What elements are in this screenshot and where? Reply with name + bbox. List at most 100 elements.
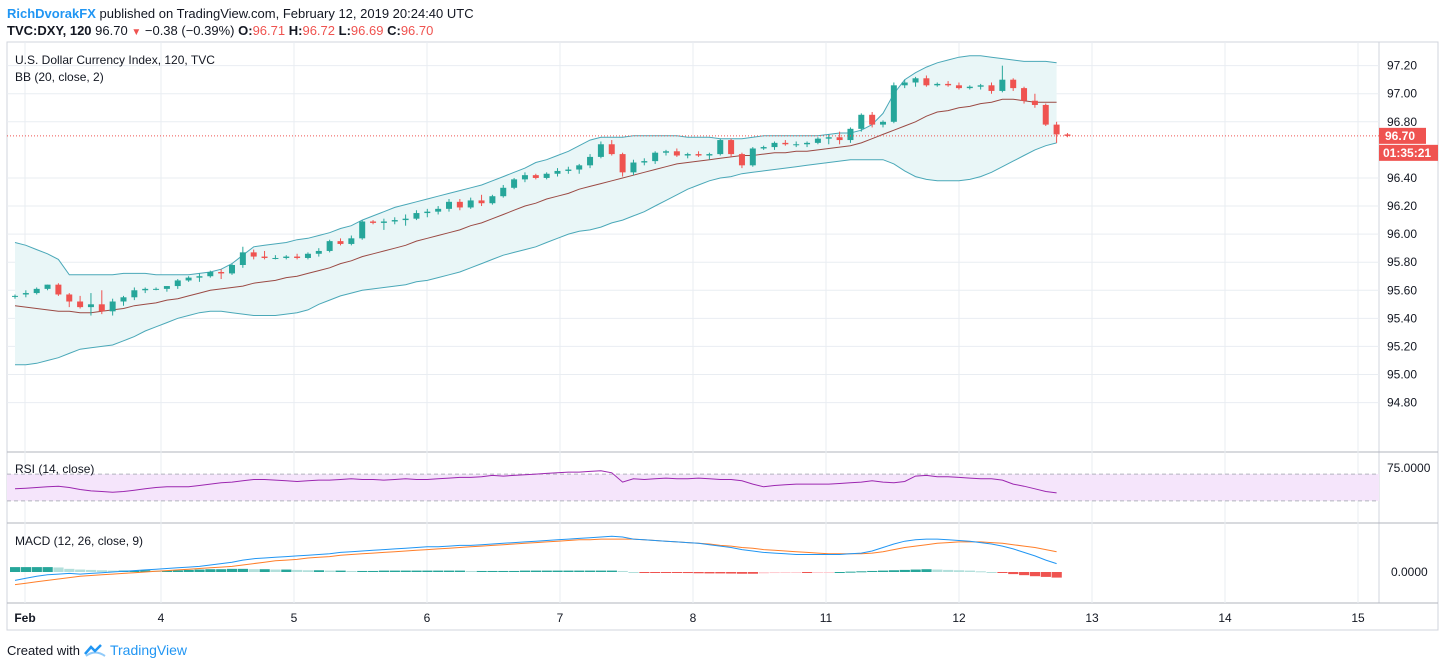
candle-body [435,208,442,212]
macd-histogram-bar [639,572,650,573]
candle-body [738,154,745,166]
candle-body [1064,134,1071,136]
candle-body [999,79,1006,91]
candle-body [500,187,507,197]
created-with-text: Created with [7,642,80,658]
x-tick-label: 11 [820,611,833,625]
candle-body [923,78,930,86]
x-tick-label: 12 [952,611,966,625]
y-tick-label: 95.00 [1387,368,1417,382]
y-tick-label: 95.60 [1387,283,1417,297]
candle-body [77,301,84,308]
macd-histogram-bar [715,572,726,574]
candle-body [1021,88,1028,101]
x-tick-label: 13 [1085,611,1099,625]
candle-body [945,83,952,86]
macd-histogram-bar [997,572,1008,573]
macd-histogram-bar [227,568,238,572]
candle-body [131,290,138,298]
candle-body [565,169,572,171]
macd-histogram-bar [747,572,758,574]
macd-histogram-bar [140,570,151,572]
macd-histogram-bar [216,569,227,572]
y-tick-label: 95.20 [1387,339,1417,353]
y-tick-label: 96.40 [1387,171,1417,185]
candle-body [66,294,73,302]
macd-histogram-bar [1051,572,1062,578]
y-tick-label: 94.80 [1387,396,1417,410]
candle-body [456,201,463,208]
author-link[interactable]: RichDvorakFX [7,6,96,21]
macd-histogram-bar [161,570,173,572]
candle-body [847,128,854,141]
macd-histogram-bar [932,569,943,572]
open-label: O: [238,23,253,38]
x-tick-label: 6 [424,611,431,625]
chart-area[interactable]: Feb 4 5 6 7 8 11 12 13 14 15 97.20 97.00 96.80 96.40 96… [0,0,1444,632]
bb-fill [15,55,1057,365]
candle-body [348,238,355,244]
countdown-tag [1379,144,1438,161]
macd-histogram-bar [834,572,845,573]
candle-body [12,295,18,297]
candle-body [955,85,962,89]
candle-body [424,211,431,214]
candle-body [1031,100,1038,105]
candle-body [250,252,257,257]
chart-frame [6,41,1439,631]
candle-body [977,85,984,87]
candle-body [706,154,713,156]
macd-histogram-bar [346,570,357,572]
candle-body [229,265,235,274]
y-tick-label: 97.20 [1387,59,1417,73]
macd-histogram-bar [313,570,324,572]
footer: Created with TradingView [7,642,187,658]
candle-body [1053,124,1060,135]
macd-histogram-bar [736,572,748,574]
macd-histogram-bar [780,572,791,573]
macd-histogram-bar [693,572,704,574]
bb-upper-line [14,55,1057,276]
publish-info: RichDvorakFX published on TradingView.co… [7,6,474,21]
macd-legend: MACD (12, 26, close, 9) [15,534,144,548]
bb-lower-line [15,142,1057,366]
rsi-legend: RSI (14, close) [15,462,95,476]
macd-histogram-bar [172,570,183,572]
macd-histogram-bar [1019,572,1030,576]
macd-histogram-bar [96,570,107,572]
candle-body [652,152,659,162]
macd-histogram-bar [791,572,802,573]
macd-histogram-bar [856,571,867,573]
candle-body [446,201,452,209]
macd-histogram-bar [422,570,433,572]
macd-histogram-bar [411,570,422,572]
macd-histogram-bar [444,570,455,572]
tradingview-brand[interactable]: TradingView [109,642,188,658]
macd-histogram-bar [650,572,661,573]
countdown-label: 01:35:21 [1383,146,1431,160]
candle-body [413,213,420,219]
candle-body [153,288,160,290]
candle-body [587,156,594,166]
macd-histogram-bar [281,569,292,572]
bb-legend: BB (20, close, 2) [15,70,104,84]
candle-body [315,250,322,254]
macd-histogram-bar [400,570,411,572]
last-price-tag [1379,127,1426,144]
candle-body [695,154,702,156]
macd-histogram-bar [845,571,856,573]
candle-body [489,196,496,204]
macd-histogram-bar [183,569,194,572]
macd-histogram-bar [563,570,574,572]
candle-body [294,256,301,258]
y-tick-label: 96.00 [1387,227,1417,241]
macd-histogram-bar [237,568,249,572]
candle-body [728,140,735,155]
macd-signal-line [14,538,1057,586]
candle-body [272,257,279,259]
macd-histogram-bar [476,570,487,572]
candle-body [304,253,311,258]
candle-body [554,170,561,174]
macd-histogram-bar [671,572,683,573]
macd-histogram-bar [335,570,346,572]
